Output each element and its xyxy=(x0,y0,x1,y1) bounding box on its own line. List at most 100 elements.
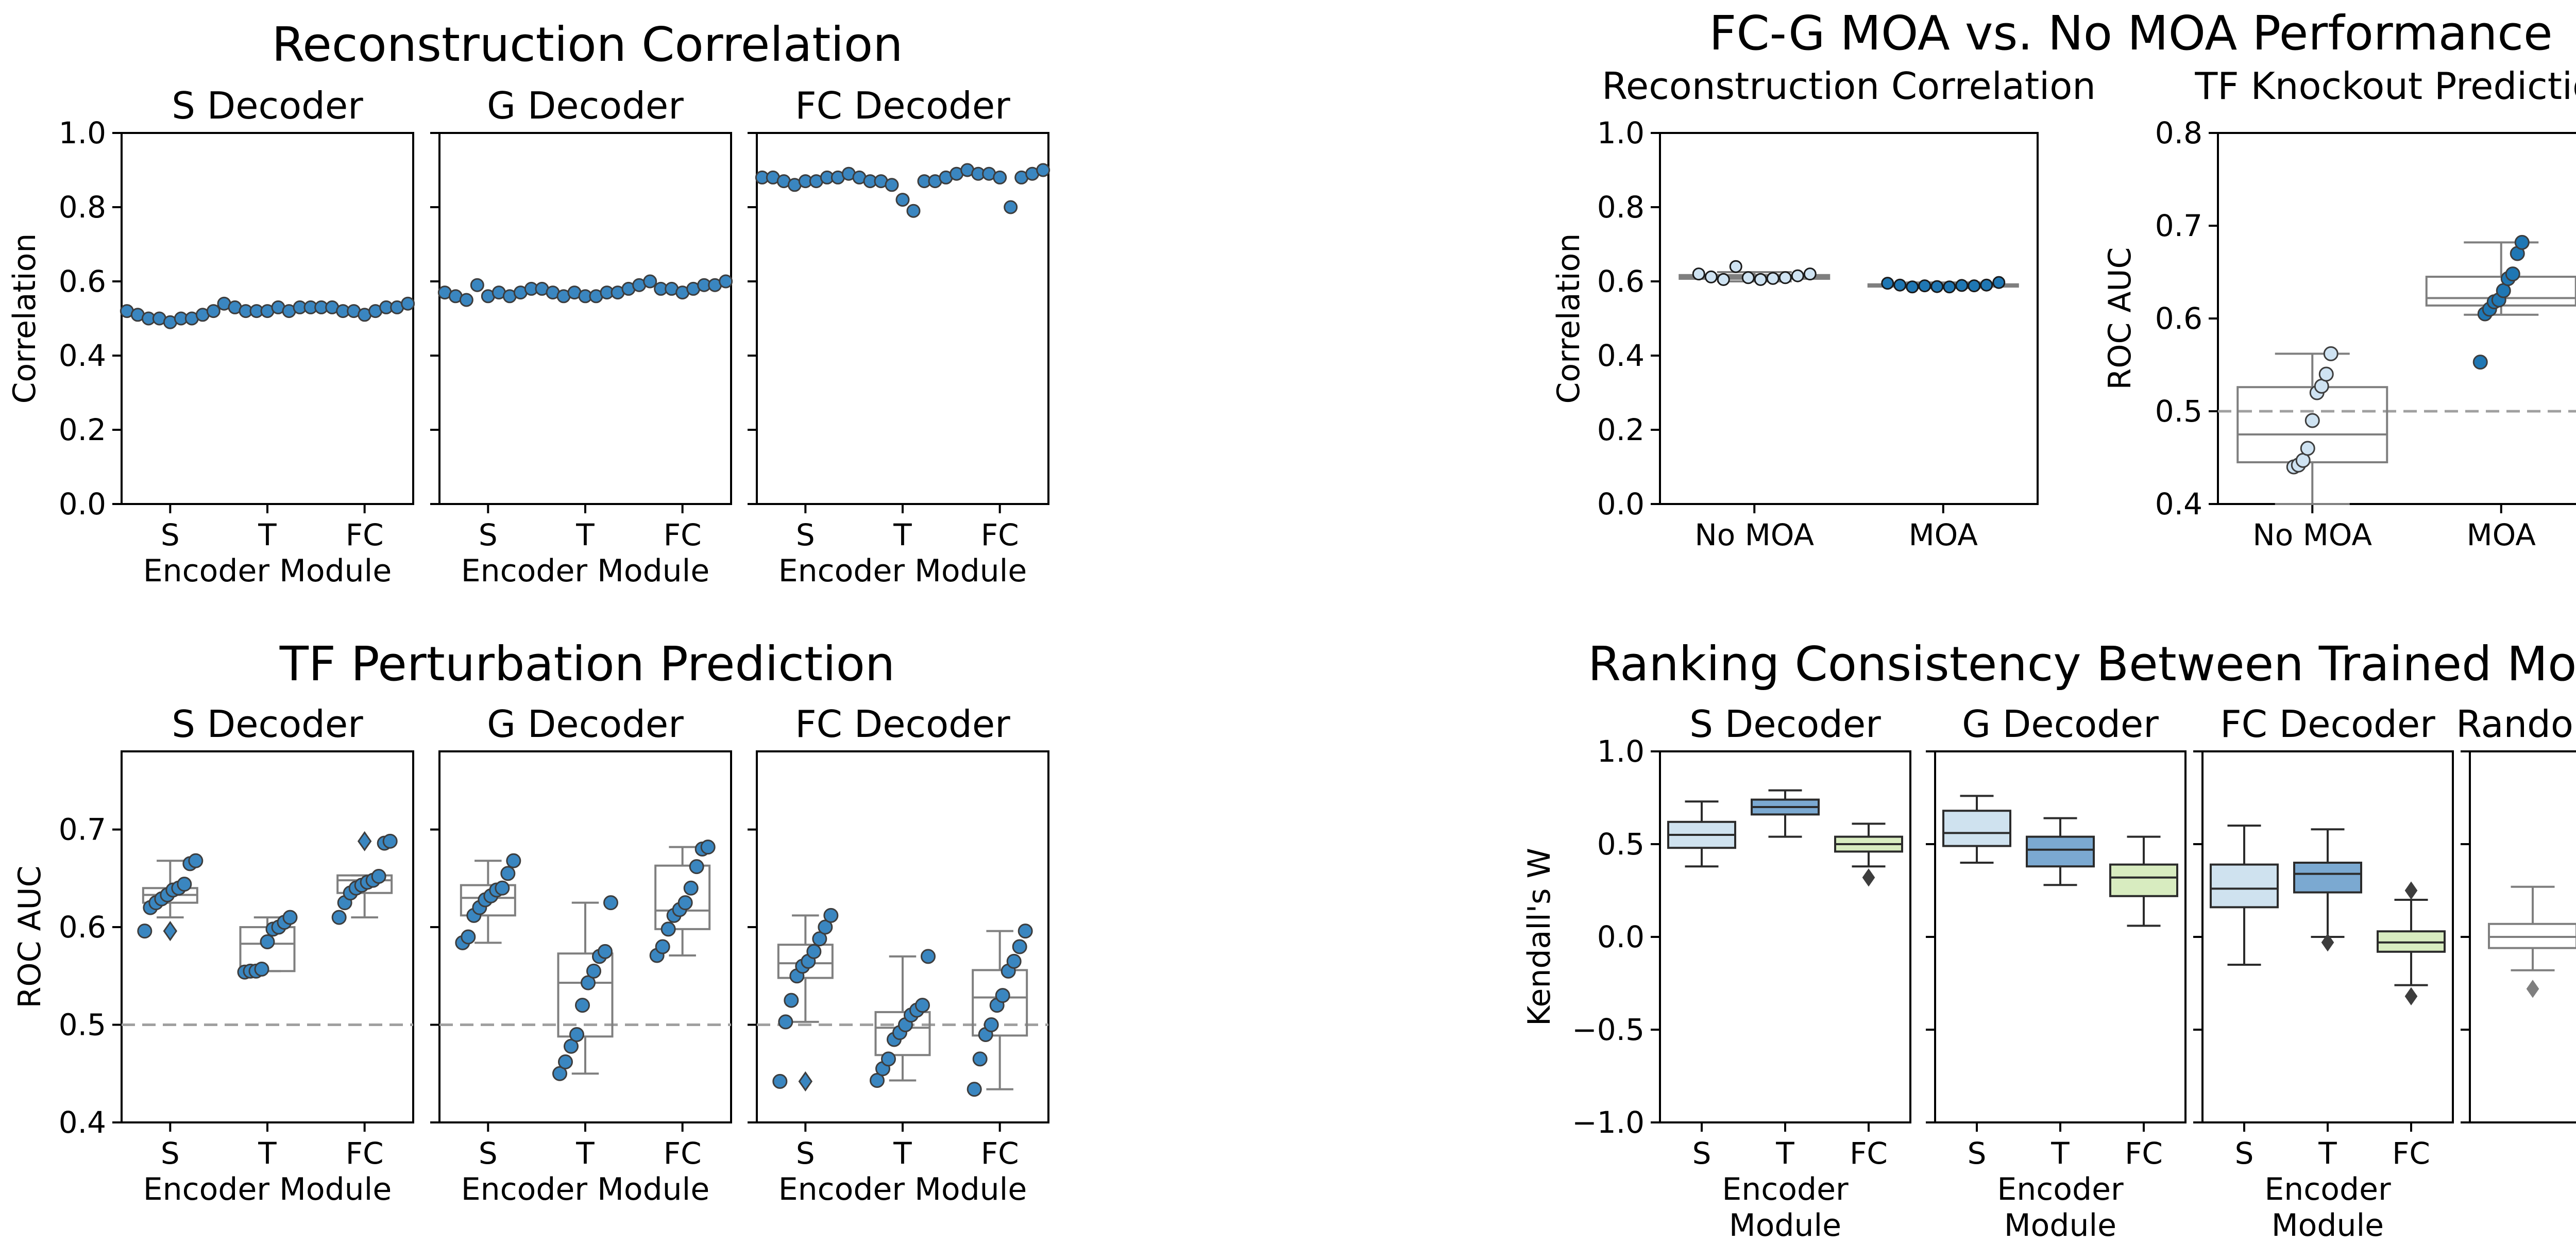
y-tick-label: 0.6 xyxy=(59,910,106,945)
y-tick-label: −0.5 xyxy=(1572,1012,1645,1047)
panel-title: G Decoder xyxy=(1962,702,2159,746)
data-point xyxy=(461,929,476,945)
data-point xyxy=(1692,267,1705,281)
x-tick-label: T xyxy=(258,517,277,552)
data-point xyxy=(995,988,1010,1003)
box-body xyxy=(557,952,614,1038)
box-body xyxy=(2026,835,2095,868)
y-tick-label: 0.0 xyxy=(1597,486,1645,522)
data-point xyxy=(586,963,601,979)
x-tick-label: T xyxy=(2050,1136,2070,1171)
data-point xyxy=(1012,939,1027,954)
y-tick-label: 1.0 xyxy=(59,115,106,150)
panel-title: Reconstruction Correlation xyxy=(1602,64,2096,108)
data-point xyxy=(137,924,152,939)
y-tick-label: 0.2 xyxy=(59,412,106,447)
x-axis-label: Encoder Module xyxy=(778,1171,1027,1207)
data-point xyxy=(2514,234,2530,250)
y-tick-label: 0.8 xyxy=(2155,115,2202,150)
x-tick-label: FC xyxy=(346,1136,384,1171)
data-point xyxy=(564,1038,579,1054)
panel-frame xyxy=(756,132,1049,505)
y-tick-label: 1.0 xyxy=(1597,115,1645,150)
y-tick-label: 0.2 xyxy=(1597,412,1645,447)
x-tick-label: T xyxy=(2318,1136,2337,1171)
y-tick-label: 0.5 xyxy=(2155,394,2202,429)
data-point xyxy=(1766,272,1780,285)
data-point xyxy=(1992,276,2006,289)
data-point xyxy=(1004,200,1018,214)
chart-title: Reconstruction Correlation xyxy=(272,17,903,72)
data-point xyxy=(2304,413,2320,428)
data-point xyxy=(967,1082,982,1097)
data-point xyxy=(581,975,596,991)
chart-title: TF Perturbation Prediction xyxy=(279,636,895,692)
x-tick-label: MOA xyxy=(2467,517,2536,552)
outlier-marker xyxy=(163,921,178,942)
data-point xyxy=(2300,441,2315,456)
data-point xyxy=(915,998,930,1013)
box-body xyxy=(2293,862,2362,894)
data-point xyxy=(1893,278,1907,292)
x-axis-label: Encoder xyxy=(2264,1171,2391,1207)
data-point xyxy=(1930,280,1944,293)
box-body xyxy=(654,864,711,930)
outlier-marker xyxy=(2404,881,2418,900)
data-point xyxy=(972,1051,988,1067)
x-tick-label: FC xyxy=(981,1136,1019,1171)
y-tick-label: 0.8 xyxy=(1597,190,1645,225)
y-tick-label: 0.8 xyxy=(59,190,106,225)
data-point xyxy=(660,921,676,937)
data-point xyxy=(1754,273,1767,286)
x-axis-label: Encoder Module xyxy=(143,1171,392,1207)
box-body xyxy=(972,969,1028,1037)
y-axis-label: Correlation xyxy=(7,233,43,404)
y-tick-label: 0.4 xyxy=(59,1105,106,1140)
x-tick-label: T xyxy=(893,517,912,552)
data-point xyxy=(895,193,910,207)
y-axis-label: Kendall's W xyxy=(1521,848,1557,1026)
y-tick-label: 0.7 xyxy=(2155,208,2202,243)
y-tick-label: −1.0 xyxy=(1572,1105,1645,1140)
box-body xyxy=(2109,863,2178,897)
y-tick-label: 0.5 xyxy=(1597,827,1645,862)
x-axis-label: Module xyxy=(1729,1207,1841,1244)
data-point xyxy=(1955,279,1969,292)
x-tick-label: T xyxy=(258,1136,277,1171)
x-tick-label: No MOA xyxy=(2252,517,2372,552)
y-tick-label: 0.4 xyxy=(1597,338,1645,373)
outlier-marker xyxy=(1862,868,1875,887)
data-point xyxy=(806,944,822,959)
outlier-marker xyxy=(2526,980,2539,998)
data-point xyxy=(177,877,192,892)
data-point xyxy=(558,1054,573,1070)
panel-frame xyxy=(2217,132,2576,505)
y-axis-label: ROC AUC xyxy=(2102,247,2138,390)
data-point xyxy=(772,1073,788,1089)
x-axis-label: Encoder xyxy=(1722,1171,1849,1207)
data-point xyxy=(495,880,510,896)
panel-title: Random xyxy=(2456,702,2576,746)
x-tick-label: S xyxy=(1968,1136,1987,1171)
x-tick-label: FC xyxy=(2125,1136,2163,1171)
panel-title: TF Knockout Prediction xyxy=(2194,64,2576,108)
data-point xyxy=(1881,277,1894,290)
panel-title: S Decoder xyxy=(172,702,363,746)
x-axis-label: Encoder Module xyxy=(143,553,392,589)
x-tick-label: FC xyxy=(346,517,384,552)
data-point xyxy=(700,840,716,855)
data-point xyxy=(1717,273,1730,286)
x-tick-label: FC xyxy=(1850,1136,1888,1171)
data-point xyxy=(569,1027,584,1042)
x-tick-label: FC xyxy=(981,517,1019,552)
data-point xyxy=(677,895,693,911)
y-tick-label: 0.4 xyxy=(59,338,106,373)
y-tick-label: 0.4 xyxy=(2155,486,2202,522)
data-point xyxy=(1018,924,1033,939)
data-point xyxy=(1704,270,1718,283)
x-tick-label: FC xyxy=(2392,1136,2430,1171)
x-tick-label: T xyxy=(575,1136,595,1171)
x-tick-label: S xyxy=(479,1136,498,1171)
x-tick-label: T xyxy=(893,1136,912,1171)
data-point xyxy=(382,833,398,849)
